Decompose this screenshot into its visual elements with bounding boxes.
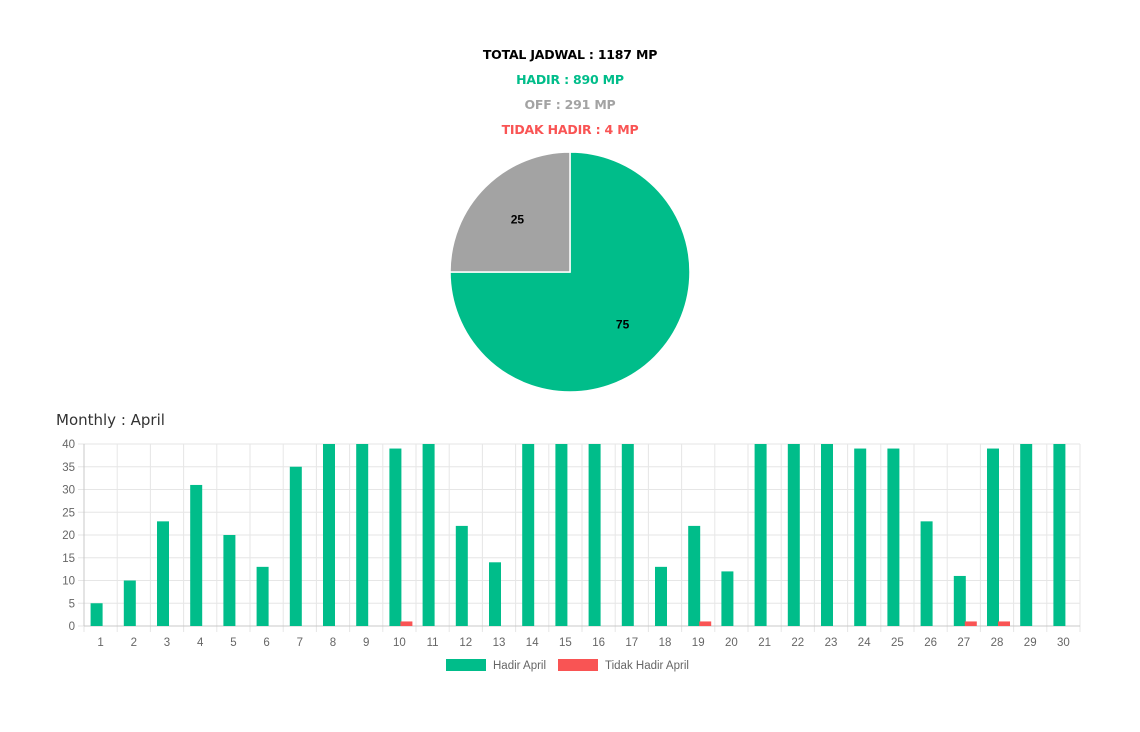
bar-hadir[interactable] (854, 448, 867, 626)
bar-hadir[interactable] (190, 484, 203, 626)
bar-tidak-hadir[interactable] (964, 621, 977, 626)
bar-hadir[interactable] (223, 535, 236, 626)
bar-tidak-hadir[interactable] (400, 621, 413, 626)
x-tick-label: 20 (725, 637, 738, 649)
x-tick-label: 7 (297, 637, 303, 649)
x-tick-label: 8 (330, 637, 336, 649)
x-tick-label: 26 (924, 637, 937, 649)
y-tick-label: 10 (62, 576, 75, 588)
x-tick-label: 1 (97, 637, 103, 649)
bar-tidak-hadir[interactable] (998, 621, 1010, 626)
bar-hadir[interactable] (256, 566, 269, 626)
pie-data-label: 25 (511, 212, 525, 226)
pie-data-label: 75 (616, 318, 630, 332)
bar-tidak-hadir[interactable] (699, 621, 712, 626)
bar-hadir[interactable] (455, 525, 468, 626)
bar-hadir[interactable] (920, 521, 933, 626)
bar-hadir[interactable] (289, 466, 302, 626)
x-tick-label: 2 (131, 637, 137, 649)
legend-label[interactable]: Hadir April (493, 660, 546, 672)
bar-hadir[interactable] (688, 525, 701, 626)
y-tick-label: 15 (62, 553, 75, 565)
x-tick-label: 9 (363, 637, 369, 649)
x-tick-label: 28 (991, 637, 1004, 649)
x-tick-label: 18 (659, 637, 672, 649)
bar-hadir[interactable] (157, 521, 169, 626)
x-tick-label: 5 (230, 637, 236, 649)
x-tick-label: 27 (957, 637, 970, 649)
pie-chart: 75 25 (449, 151, 691, 393)
bar-hadir[interactable] (721, 571, 734, 626)
bar-hadir[interactable] (123, 580, 136, 627)
bar-hadir[interactable] (1020, 444, 1033, 626)
total-jadwal-label: TOTAL JADWAL : 1187 MP (482, 47, 658, 62)
x-tick-label: 12 (459, 637, 472, 649)
x-tick-label: 3 (164, 637, 170, 649)
hadir-label: HADIR : 890 MP (516, 72, 624, 87)
bar-hadir[interactable] (887, 448, 900, 626)
x-tick-label: 29 (1024, 637, 1037, 649)
x-tick-label: 14 (526, 637, 539, 649)
bar-hadir[interactable] (787, 444, 800, 626)
x-tick-label: 25 (891, 637, 904, 649)
bar-hadir[interactable] (555, 444, 568, 626)
bar-hadir[interactable] (356, 444, 369, 626)
bar-hadir[interactable] (90, 603, 103, 626)
pie-slice-hadir[interactable] (449, 151, 691, 393)
bar-hadir[interactable] (821, 444, 833, 626)
x-tick-label: 10 (393, 637, 406, 649)
bar-hadir[interactable] (522, 444, 535, 626)
y-tick-label: 40 (62, 439, 75, 451)
tidak-hadir-label: TIDAK HADIR : 4 MP (501, 122, 639, 137)
x-tick-label: 6 (263, 637, 269, 649)
x-tick-label: 23 (825, 637, 838, 649)
y-tick-label: 25 (62, 507, 75, 519)
legend-swatch[interactable] (558, 659, 598, 671)
bar-hadir[interactable] (489, 562, 501, 626)
y-tick-label: 5 (69, 598, 75, 610)
bar-hadir[interactable] (1053, 444, 1066, 626)
y-tick-label: 30 (62, 485, 75, 497)
bar-hadir[interactable] (389, 448, 402, 626)
bar-hadir[interactable] (953, 575, 966, 626)
x-tick-label: 22 (791, 637, 804, 649)
bar-hadir[interactable] (621, 444, 634, 626)
x-tick-label: 11 (427, 637, 439, 649)
off-label: OFF : 291 MP (524, 97, 616, 112)
y-tick-label: 20 (62, 530, 75, 542)
x-tick-label: 17 (625, 637, 638, 649)
x-tick-label: 21 (758, 637, 771, 649)
legend-label[interactable]: Tidak Hadir April (605, 660, 689, 672)
x-tick-label: 13 (493, 637, 506, 649)
y-tick-label: 35 (62, 462, 75, 474)
monthly-chart-title: Monthly : April (56, 411, 165, 429)
pie-slice-off[interactable] (449, 151, 571, 273)
x-tick-label: 4 (197, 637, 204, 649)
x-tick-label: 30 (1057, 637, 1070, 649)
bar-hadir[interactable] (422, 444, 435, 626)
bar-hadir[interactable] (655, 566, 667, 626)
x-tick-label: 15 (559, 637, 572, 649)
bar-hadir[interactable] (588, 444, 601, 626)
bar-hadir[interactable] (987, 448, 999, 626)
x-tick-label: 19 (692, 637, 705, 649)
x-tick-label: 16 (592, 637, 605, 649)
x-tick-label: 24 (858, 637, 871, 649)
summary-stats: TOTAL JADWAL : 1187 MP HADIR : 890 MP OF… (0, 42, 1140, 142)
bar-hadir[interactable] (754, 444, 767, 626)
legend-swatch[interactable] (446, 659, 486, 671)
y-tick-label: 0 (69, 621, 75, 633)
bar-hadir[interactable] (323, 444, 335, 626)
